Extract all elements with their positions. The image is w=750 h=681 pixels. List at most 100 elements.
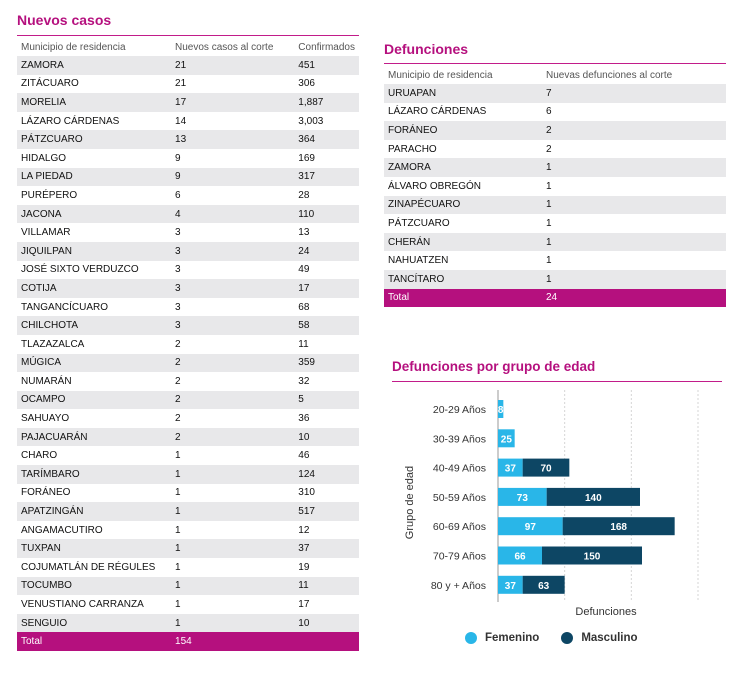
nuevos-cell: NUMARÁN bbox=[17, 372, 172, 391]
nuevos-cell: 1 bbox=[171, 520, 295, 540]
bar-masculino bbox=[546, 487, 640, 506]
age-group-chart-svg: 20-29 Años 8 30-39 Años 25 40-49 Años 37 70 50-… bbox=[404, 390, 699, 618]
defunciones-cell: 1 bbox=[542, 269, 726, 289]
nuevos-row: JOSÉ SIXTO VERDUZCO 3 49 bbox=[17, 260, 359, 280]
nuevos-cell: 36 bbox=[294, 409, 359, 428]
nuevos-cell: 1 bbox=[171, 465, 295, 484]
nuevos-cell: 3 bbox=[171, 316, 295, 335]
nuevos-row: APATZINGÁN 1 517 bbox=[17, 502, 359, 521]
nuevos-cell: 1 bbox=[171, 502, 295, 521]
nuevos-row: PURÉPERO 6 28 bbox=[17, 186, 359, 205]
nuevos-cell: FORÁNEO bbox=[17, 483, 172, 503]
nuevos-cell: PURÉPERO bbox=[17, 186, 172, 205]
nuevos-cell: JOSÉ SIXTO VERDUZCO bbox=[17, 260, 172, 280]
nuevos-cell: 3 bbox=[171, 241, 295, 261]
nuevos-cell: 28 bbox=[294, 186, 359, 205]
y-tick-label: 20-29 Años bbox=[433, 404, 486, 416]
defunciones-row: NAHUATZEN 1 bbox=[384, 251, 726, 270]
nuevos-row: TLAZAZALCA 2 11 bbox=[17, 334, 359, 354]
bar-masculino bbox=[522, 575, 565, 594]
nuevos-row: LÁZARO CÁRDENAS 14 3,003 bbox=[17, 111, 359, 131]
nuevos-cell: 2 bbox=[171, 353, 295, 373]
header-municipio: Municipio de residencia bbox=[21, 42, 126, 53]
nuevos-cell: 2 bbox=[171, 390, 295, 410]
defunciones-row: URUAPAN 7 bbox=[384, 84, 726, 103]
nuevos-total-row: Total 154 bbox=[17, 632, 359, 651]
nuevos-cell: 21 bbox=[171, 74, 295, 94]
nuevos-cell: 10 bbox=[294, 613, 359, 633]
nuevos-cell: 17 bbox=[294, 595, 359, 614]
nuevos-cell: 310 bbox=[294, 483, 359, 503]
nuevos-cell: JACONA bbox=[17, 204, 172, 224]
defunciones-row: PARACHO 2 bbox=[384, 139, 726, 159]
defunciones-cell: 1 bbox=[542, 232, 726, 252]
nuevos-cell: TANGANCÍCUARO bbox=[17, 297, 172, 317]
nuevos-row: TARÍMBARO 1 124 bbox=[17, 465, 359, 484]
nuevos-cell: 1 bbox=[171, 613, 295, 633]
nuevos-row: OCAMPO 2 5 bbox=[17, 390, 359, 410]
nuevos-cell: CHILCHOTA bbox=[17, 316, 172, 335]
legend-swatch-femenino bbox=[465, 632, 477, 644]
nuevos-cell: 359 bbox=[294, 353, 359, 373]
bar-masculino bbox=[522, 458, 570, 477]
defunciones-cell: 2 bbox=[542, 139, 726, 159]
nuevos-cell: 1 bbox=[171, 483, 295, 503]
defunciones-cell: CHERÁN bbox=[384, 232, 542, 252]
defunciones-cell: ÁLVARO OBREGÓN bbox=[384, 176, 542, 196]
nuevos-cell: 17 bbox=[294, 279, 359, 298]
nuevos-row: COJUMATLÁN DE RÉGULES 1 19 bbox=[17, 558, 359, 577]
nuevos-cell: 1,887 bbox=[294, 93, 359, 112]
bar-femenino bbox=[498, 575, 523, 594]
defunciones-cell: PÁTZCUARO bbox=[384, 214, 542, 233]
nuevos-cell: 3 bbox=[171, 223, 295, 242]
nuevos-cell: 49 bbox=[294, 260, 359, 280]
bar-value-label: 63 bbox=[538, 581, 550, 592]
y-tick-label: 50-59 Años bbox=[433, 492, 486, 504]
nuevos-row: MÚGICA 2 359 bbox=[17, 353, 359, 373]
nuevos-cell: 1 bbox=[171, 576, 295, 596]
nuevos-row: ANGAMACUTIRO 1 12 bbox=[17, 520, 359, 540]
defunciones-row: ZAMORA 1 bbox=[384, 158, 726, 177]
nuevos-cell: 2 bbox=[171, 334, 295, 354]
defunciones-row: ZINAPÉCUARO 1 bbox=[384, 195, 726, 215]
nuevos-cell: COTIJA bbox=[17, 279, 172, 298]
nuevos-cell: HIDALGO bbox=[17, 148, 172, 168]
defunciones-total-row: Total 24 bbox=[384, 288, 726, 308]
y-axis-title: Grupo de edad bbox=[404, 466, 416, 539]
nuevos-cell: SENGUIO bbox=[17, 613, 172, 633]
nuevos-row: COTIJA 3 17 bbox=[17, 279, 359, 298]
defunciones-cell: 1 bbox=[542, 158, 726, 177]
nuevos-cell: PAJACUARÁN bbox=[17, 427, 172, 447]
y-tick-label: 60-69 Años bbox=[433, 521, 486, 533]
nuevos-cell: 13 bbox=[294, 223, 359, 242]
defunciones-total-cell: Total bbox=[384, 288, 542, 308]
nuevos-cell: 169 bbox=[294, 148, 359, 168]
nuevos-cell: 13 bbox=[171, 130, 295, 149]
nuevos-cell: TLAZAZALCA bbox=[17, 334, 172, 354]
bar-value-label: 168 bbox=[610, 522, 627, 533]
nuevos-row: NUMARÁN 2 32 bbox=[17, 372, 359, 391]
bar-masculino bbox=[562, 517, 675, 536]
nuevos-row: SENGUIO 1 10 bbox=[17, 613, 359, 633]
nuevos-casos-title: Nuevos casos bbox=[17, 12, 112, 28]
nuevos-row: FORÁNEO 1 310 bbox=[17, 483, 359, 503]
nuevos-cell: ZAMORA bbox=[17, 56, 172, 75]
nuevos-cell: 1 bbox=[171, 446, 295, 466]
nuevos-cell: 110 bbox=[294, 204, 359, 224]
nuevos-row: HIDALGO 9 169 bbox=[17, 148, 359, 168]
legend-item-femenino: Femenino bbox=[465, 632, 539, 644]
nuevos-cell: 517 bbox=[294, 502, 359, 521]
defunciones-cell: 6 bbox=[542, 102, 726, 122]
defunciones-cell: 1 bbox=[542, 214, 726, 233]
nuevos-row: ZAMORA 21 451 bbox=[17, 56, 359, 75]
bar-value-label: 25 bbox=[501, 434, 513, 445]
nuevos-row: LA PIEDAD 9 317 bbox=[17, 167, 359, 187]
bar-value-label: 37 bbox=[505, 581, 517, 592]
nuevos-cell: TUXPAN bbox=[17, 539, 172, 559]
bar-femenino bbox=[498, 487, 547, 506]
defunciones-cell: 1 bbox=[542, 195, 726, 215]
nuevos-casos-table: Municipio de residencia Nuevos casos al … bbox=[17, 39, 359, 651]
nuevos-cell: MORELIA bbox=[17, 93, 172, 112]
nuevos-cell: 46 bbox=[294, 446, 359, 466]
nuevos-cell: 2 bbox=[171, 409, 295, 428]
